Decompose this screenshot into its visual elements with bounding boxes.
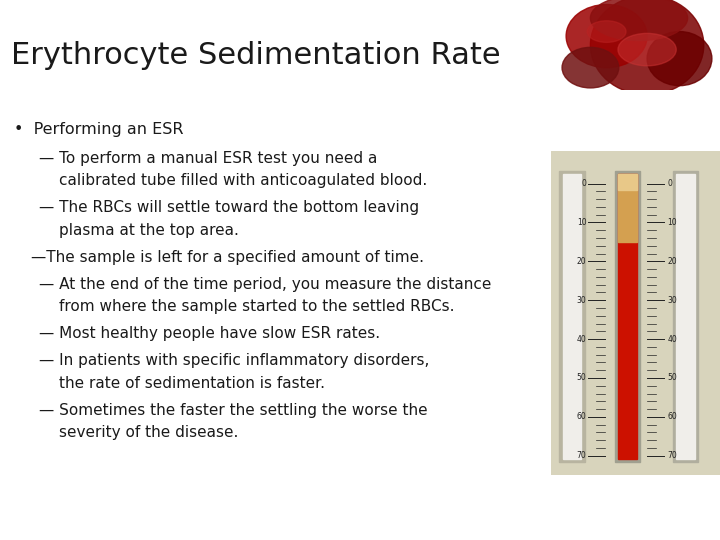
Text: plasma at the top area.: plasma at the top area. bbox=[58, 223, 238, 238]
Text: 30: 30 bbox=[667, 296, 678, 305]
Text: 20: 20 bbox=[667, 257, 678, 266]
Bar bbox=[618, 174, 637, 242]
Circle shape bbox=[618, 33, 676, 66]
Text: Erythrocyte Sedimentation Rate: Erythrocyte Sedimentation Rate bbox=[11, 42, 500, 70]
Text: 70: 70 bbox=[577, 451, 586, 460]
Text: 40: 40 bbox=[667, 335, 678, 343]
Bar bbox=[615, 171, 641, 462]
Text: 50: 50 bbox=[577, 374, 586, 382]
Text: — At the end of the time period, you measure the distance: — At the end of the time period, you mea… bbox=[39, 277, 492, 292]
Text: 50: 50 bbox=[667, 374, 678, 382]
Text: —The sample is left for a specified amount of time.: —The sample is left for a specified amou… bbox=[31, 250, 423, 265]
Text: 10: 10 bbox=[577, 218, 586, 227]
Bar bbox=[676, 174, 695, 459]
Bar bbox=[562, 174, 581, 459]
Text: — Sometimes the faster the settling the worse the: — Sometimes the faster the settling the … bbox=[39, 403, 428, 418]
Text: 60: 60 bbox=[577, 413, 586, 421]
Ellipse shape bbox=[562, 48, 618, 88]
Text: severity of the disease.: severity of the disease. bbox=[58, 426, 238, 440]
Text: — In patients with specific inflammatory disorders,: — In patients with specific inflammatory… bbox=[39, 353, 429, 368]
Text: 20: 20 bbox=[577, 257, 586, 266]
Text: 40: 40 bbox=[577, 335, 586, 343]
Text: •  Performing an ESR: • Performing an ESR bbox=[14, 122, 184, 137]
Ellipse shape bbox=[590, 0, 688, 40]
Bar bbox=[559, 171, 585, 462]
Bar bbox=[618, 174, 637, 459]
Text: 70: 70 bbox=[667, 451, 678, 460]
Text: 0: 0 bbox=[582, 179, 586, 188]
Text: — To perform a manual ESR test you need a: — To perform a manual ESR test you need … bbox=[39, 151, 377, 166]
Text: 60: 60 bbox=[667, 413, 678, 421]
Text: — The RBCs will settle toward the bottom leaving: — The RBCs will settle toward the bottom… bbox=[39, 200, 419, 215]
Text: the rate of sedimentation is faster.: the rate of sedimentation is faster. bbox=[58, 376, 325, 391]
Circle shape bbox=[588, 21, 626, 42]
Text: 30: 30 bbox=[577, 296, 586, 305]
Text: from where the sample started to the settled RBCs.: from where the sample started to the set… bbox=[58, 299, 454, 314]
Ellipse shape bbox=[566, 4, 647, 68]
Text: 10: 10 bbox=[667, 218, 678, 227]
Text: calibrated tube filled with anticoagulated blood.: calibrated tube filled with anticoagulat… bbox=[58, 173, 427, 188]
Ellipse shape bbox=[647, 31, 712, 86]
Ellipse shape bbox=[590, 0, 704, 94]
Bar bbox=[672, 171, 698, 462]
Bar bbox=[618, 174, 637, 190]
Text: 0: 0 bbox=[667, 179, 672, 188]
Text: — Most healthy people have slow ESR rates.: — Most healthy people have slow ESR rate… bbox=[39, 326, 380, 341]
